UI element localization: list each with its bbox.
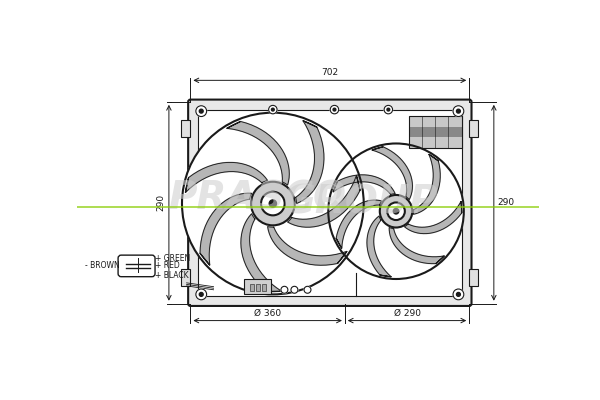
FancyBboxPatch shape	[188, 100, 472, 306]
Text: 290: 290	[497, 198, 515, 207]
Polygon shape	[367, 216, 391, 277]
Circle shape	[196, 106, 206, 116]
Bar	[250, 284, 254, 291]
Text: Ø 360: Ø 360	[254, 308, 281, 318]
Polygon shape	[200, 193, 251, 265]
Text: GROUP: GROUP	[284, 183, 439, 221]
Circle shape	[199, 292, 203, 296]
Circle shape	[261, 192, 284, 215]
Polygon shape	[372, 147, 412, 200]
Circle shape	[457, 109, 460, 113]
Text: 290: 290	[156, 194, 165, 211]
Circle shape	[384, 105, 392, 114]
Polygon shape	[404, 202, 462, 234]
Circle shape	[271, 108, 274, 111]
Text: + RED: + RED	[155, 262, 180, 270]
Text: - BROWN: - BROWN	[85, 262, 119, 270]
Text: + BLACK: + BLACK	[155, 271, 188, 280]
Polygon shape	[268, 226, 347, 265]
Circle shape	[453, 106, 464, 116]
Polygon shape	[336, 200, 382, 248]
Circle shape	[251, 182, 295, 225]
Circle shape	[333, 108, 336, 111]
Polygon shape	[227, 122, 289, 185]
Polygon shape	[296, 121, 324, 204]
Bar	[244, 279, 271, 294]
Bar	[409, 116, 461, 127]
Bar	[409, 127, 461, 138]
Polygon shape	[333, 175, 395, 194]
Bar	[256, 284, 260, 291]
Text: PRASCO: PRASCO	[169, 179, 346, 217]
Circle shape	[330, 105, 338, 114]
Bar	[262, 284, 266, 291]
Text: + GREEN: + GREEN	[155, 254, 190, 263]
Circle shape	[328, 144, 464, 279]
Bar	[409, 138, 461, 148]
Text: 702: 702	[321, 68, 338, 77]
Circle shape	[196, 289, 206, 300]
Polygon shape	[241, 214, 281, 292]
Circle shape	[281, 286, 288, 293]
Text: Ø 290: Ø 290	[394, 308, 421, 318]
Circle shape	[291, 286, 298, 293]
Polygon shape	[389, 228, 444, 264]
Circle shape	[304, 286, 311, 293]
Bar	[181, 269, 190, 286]
Circle shape	[394, 208, 399, 214]
FancyBboxPatch shape	[118, 255, 155, 277]
Polygon shape	[413, 154, 440, 214]
Polygon shape	[185, 162, 268, 192]
Bar	[181, 120, 190, 136]
Circle shape	[269, 200, 277, 207]
Polygon shape	[287, 176, 360, 227]
Circle shape	[387, 108, 390, 111]
Circle shape	[453, 289, 464, 300]
Circle shape	[380, 195, 412, 228]
Bar	[409, 116, 461, 148]
Bar	[469, 269, 478, 286]
Bar	[469, 120, 478, 136]
Circle shape	[457, 292, 460, 296]
Bar	[198, 110, 461, 296]
Circle shape	[387, 202, 405, 220]
Circle shape	[269, 105, 277, 114]
Circle shape	[199, 109, 203, 113]
Circle shape	[182, 113, 364, 294]
